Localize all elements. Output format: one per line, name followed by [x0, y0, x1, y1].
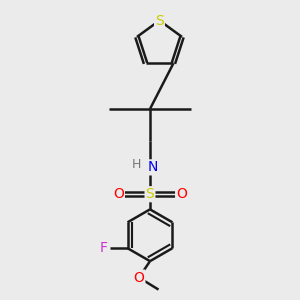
Text: N: N [148, 160, 158, 174]
Text: S: S [146, 187, 154, 201]
Text: O: O [113, 187, 124, 201]
Text: F: F [99, 241, 107, 255]
Text: O: O [176, 187, 187, 201]
Text: O: O [134, 271, 144, 285]
Text: H: H [132, 158, 141, 171]
Text: S: S [155, 14, 164, 28]
